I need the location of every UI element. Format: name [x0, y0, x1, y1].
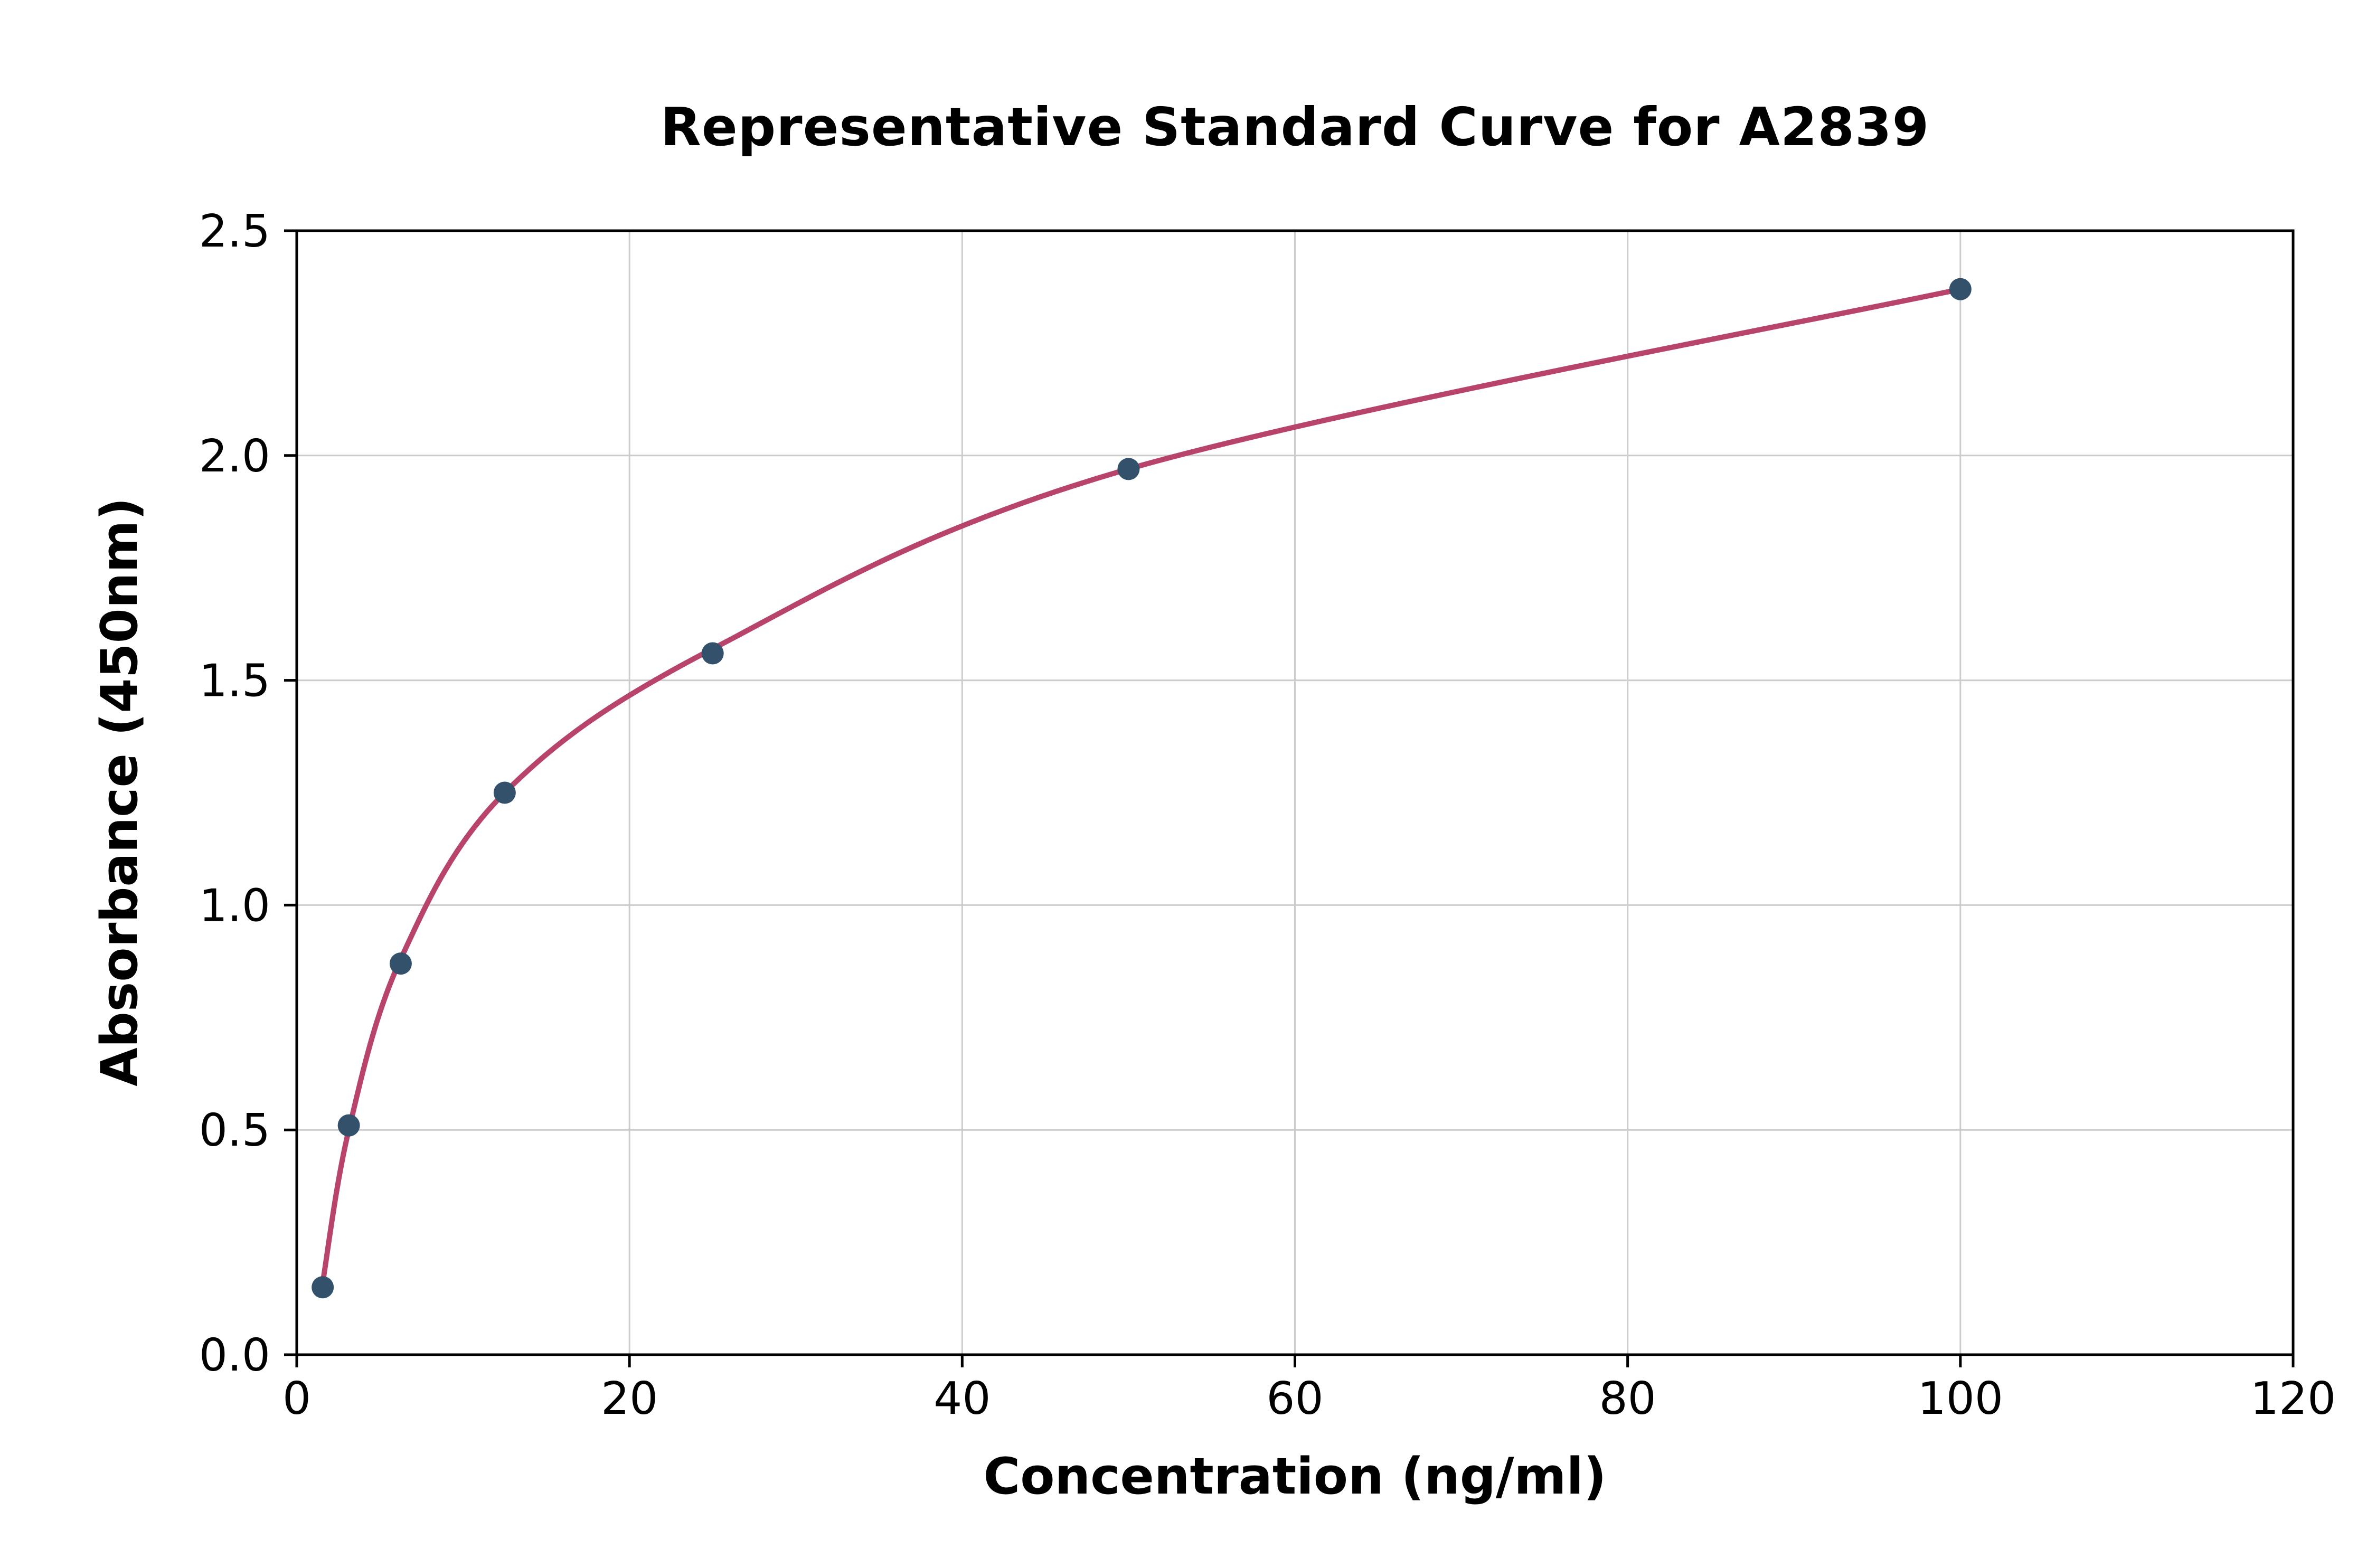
- x-tick-label: 120: [2250, 1373, 2336, 1425]
- x-tick-label: 60: [1266, 1373, 1323, 1425]
- data-point: [389, 952, 412, 975]
- x-tick-label: 100: [1918, 1373, 2003, 1425]
- y-tick-label: 1.5: [199, 655, 270, 707]
- y-tick-label: 0.0: [199, 1329, 270, 1382]
- fitted-curve-line: [320, 286, 1963, 1286]
- y-tick-label: 0.5: [199, 1104, 270, 1157]
- data-point: [1949, 278, 1972, 300]
- data-point: [312, 1276, 334, 1299]
- data-point: [493, 781, 516, 804]
- chart-title: Representative Standard Curve for A2839: [660, 96, 1930, 158]
- x-tick-label: 40: [934, 1373, 991, 1425]
- x-tick-label: 80: [1599, 1373, 1656, 1425]
- x-axis-label: Concentration (ng/ml): [983, 1448, 1607, 1506]
- data-point: [1117, 458, 1140, 480]
- data-point: [701, 642, 724, 665]
- x-tick-label: 0: [282, 1373, 311, 1425]
- y-tick-label: 2.5: [199, 205, 270, 258]
- x-tick-label: 20: [601, 1373, 658, 1425]
- data-point: [337, 1114, 360, 1137]
- y-tick-label: 2.0: [199, 430, 270, 483]
- y-tick-label: 1.0: [199, 880, 270, 932]
